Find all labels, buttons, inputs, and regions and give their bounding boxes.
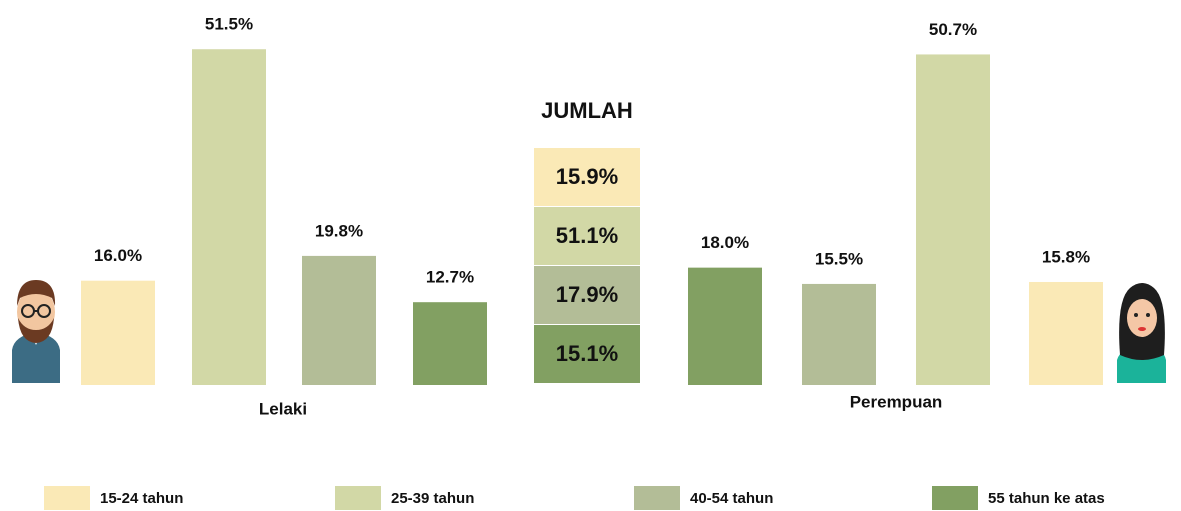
bar — [688, 268, 762, 385]
legend-swatch — [335, 486, 381, 510]
woman-icon — [1117, 283, 1166, 383]
value-label: 12.7% — [426, 268, 474, 287]
category-label: Perempuan — [850, 392, 943, 411]
legend-swatch — [932, 486, 978, 510]
value-label: 51.5% — [205, 15, 253, 34]
legend-label: 15-24 tahun — [100, 490, 183, 507]
total-label: 15.9% — [556, 164, 618, 189]
value-label: 15.5% — [815, 249, 863, 268]
category-label: Lelaki — [259, 399, 307, 418]
total-title: JUMLAH — [541, 98, 633, 123]
bar — [413, 302, 487, 385]
value-label: 15.8% — [1042, 247, 1090, 266]
bar — [81, 281, 155, 385]
value-label: 18.0% — [701, 233, 749, 252]
value-label: 19.8% — [315, 221, 363, 240]
bar — [192, 49, 266, 385]
man-icon — [12, 280, 60, 383]
chart: JUMLAH Lelaki Perempuan 16.0% 15.8% 51.5% 5… — [0, 0, 1181, 511]
legend-label: 25-39 tahun — [391, 490, 474, 507]
legend-swatch — [44, 486, 90, 510]
value-label: 16.0% — [94, 246, 142, 265]
bar — [802, 284, 876, 385]
total-label: 15.1% — [556, 341, 618, 366]
bar — [302, 256, 376, 385]
legend-label: 55 tahun ke atas — [988, 490, 1105, 507]
total-label: 17.9% — [556, 282, 618, 307]
legend-label: 40-54 tahun — [690, 490, 773, 507]
bar — [1029, 282, 1103, 385]
value-label: 50.7% — [929, 20, 977, 39]
bar — [916, 54, 990, 385]
legend-swatch — [634, 486, 680, 510]
total-label: 51.1% — [556, 223, 618, 248]
